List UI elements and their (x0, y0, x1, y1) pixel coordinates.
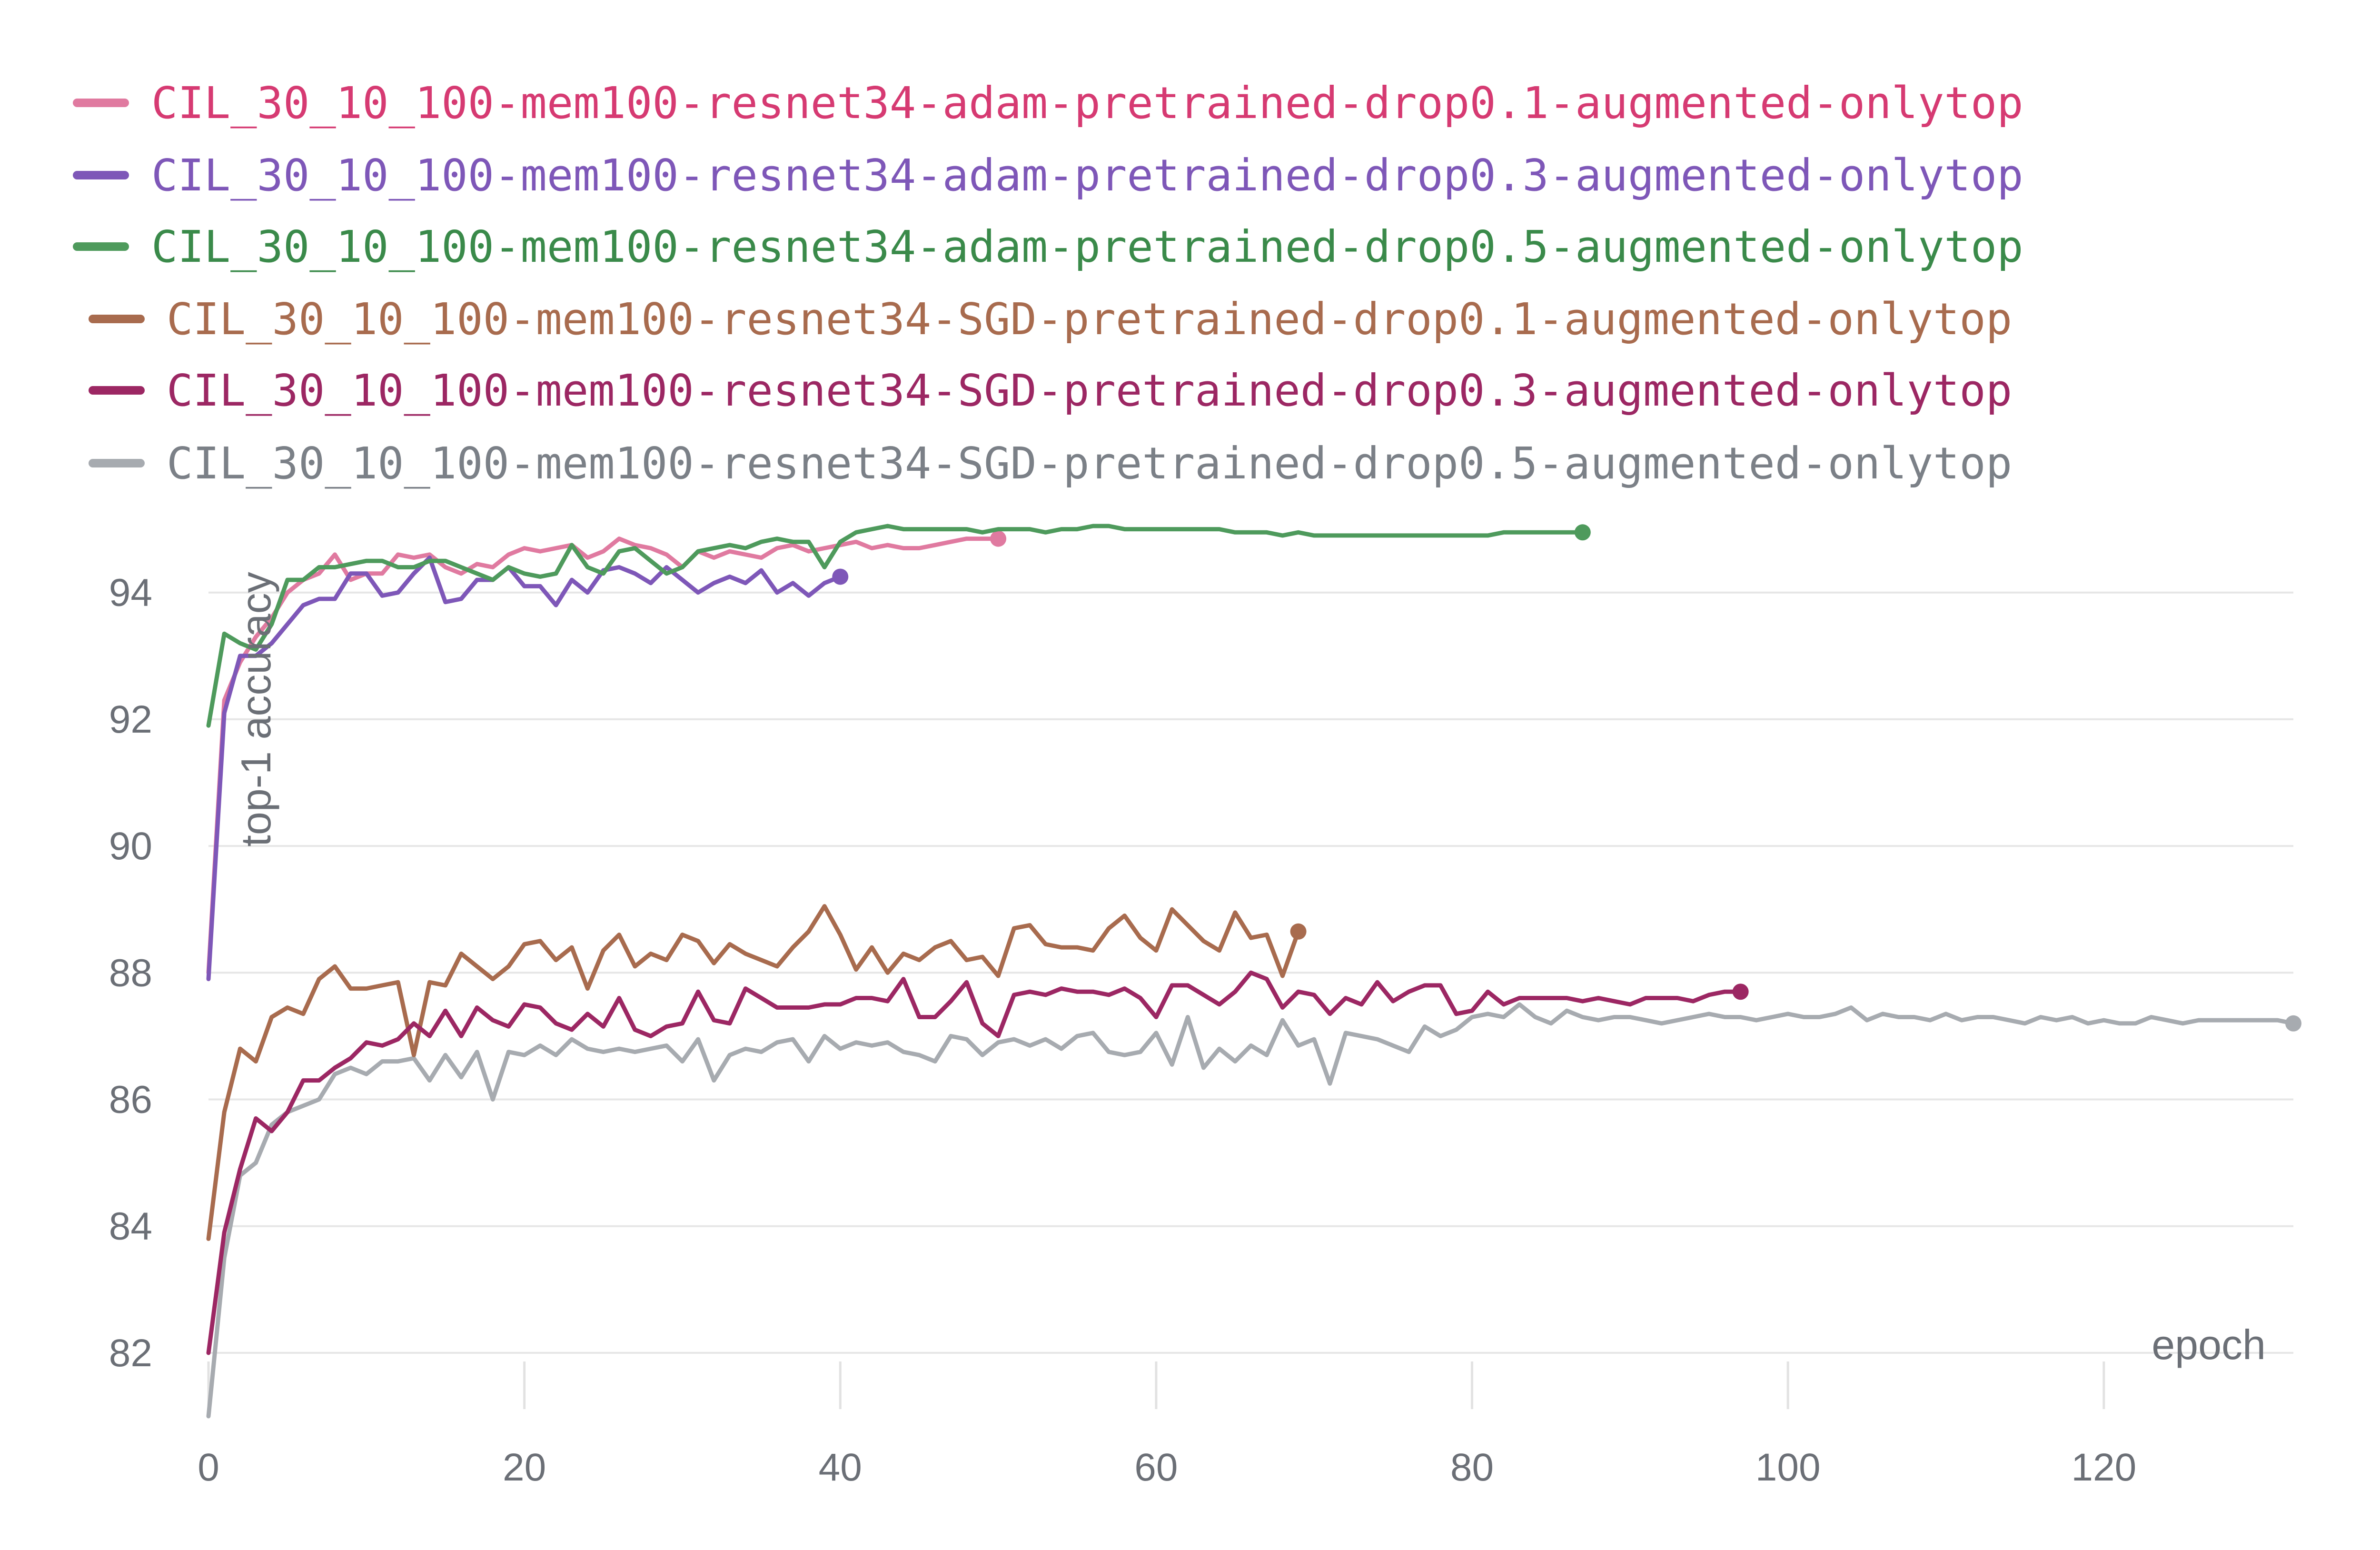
x-tick-label: 120 (2071, 1446, 2136, 1489)
series-end-marker (2285, 1015, 2301, 1032)
series-end-marker (1290, 923, 1307, 940)
series-end-marker (1732, 984, 1749, 1000)
y-tick-label: 92 (109, 698, 152, 741)
series-end-marker (990, 530, 1007, 547)
x-tick-label: 80 (1450, 1446, 1494, 1489)
legend-label: CIL_30_10_100-mem100-resnet34-adam-pretr… (151, 78, 2023, 129)
x-tick-label: 60 (1134, 1446, 1178, 1489)
series-line[interactable] (206, 904, 1300, 1241)
series-line[interactable] (206, 524, 1585, 728)
y-tick-label: 94 (109, 571, 152, 615)
series-6 (206, 1002, 2301, 1419)
y-tick-label: 84 (109, 1205, 152, 1248)
series-end-marker (832, 568, 849, 585)
gridlines (208, 591, 2293, 1354)
legend-item[interactable]: CIL_30_10_100-mem100-resnet34-adam-pretr… (73, 221, 2023, 272)
series-2 (206, 556, 849, 982)
y-tick-label: 86 (109, 1078, 152, 1122)
y-axis-ticks: 82 84 86 88 90 92 94 (109, 571, 152, 1375)
series-5 (206, 970, 1749, 1355)
series-end-marker (1574, 524, 1591, 541)
x-tick-label: 0 (198, 1446, 219, 1489)
legend-label: CIL_30_10_100-mem100-resnet34-adam-pretr… (151, 221, 2023, 272)
legend-item[interactable]: CIL_30_10_100-mem100-resnet34-SGD-pretra… (89, 438, 2012, 489)
legend-item[interactable]: CIL_30_10_100-mem100-resnet34-adam-pretr… (73, 150, 2023, 201)
x-tick-label: 20 (503, 1446, 546, 1489)
series-3 (206, 524, 1591, 728)
series-line[interactable] (206, 1002, 2296, 1419)
x-tick-label: 100 (1755, 1446, 1821, 1489)
series-line[interactable] (206, 537, 1001, 975)
series-1 (206, 530, 1007, 975)
series-line[interactable] (206, 556, 843, 982)
legend-label: CIL_30_10_100-mem100-resnet34-adam-pretr… (151, 150, 2023, 201)
y-tick-label: 90 (109, 825, 152, 868)
y-tick-label: 88 (109, 951, 152, 994)
x-tick-label: 40 (819, 1446, 862, 1489)
legend-item[interactable]: CIL_30_10_100-mem100-resnet34-SGD-pretra… (89, 365, 2012, 416)
legend: CIL_30_10_100-mem100-resnet34-adam-pretr… (73, 78, 2023, 489)
series-4 (206, 904, 1307, 1241)
legend-item[interactable]: CIL_30_10_100-mem100-resnet34-SGD-pretra… (89, 294, 2012, 345)
y-tick-label: 82 (109, 1331, 152, 1375)
series-line[interactable] (206, 970, 1743, 1355)
legend-label: CIL_30_10_100-mem100-resnet34-SGD-pretra… (167, 294, 2012, 345)
series-layer (206, 524, 2301, 1419)
legend-label: CIL_30_10_100-mem100-resnet34-SGD-pretra… (167, 438, 2012, 489)
y-axis-label: top-1 accuracy (232, 572, 279, 846)
legend-item[interactable]: CIL_30_10_100-mem100-resnet34-adam-pretr… (73, 78, 2023, 129)
legend-label: CIL_30_10_100-mem100-resnet34-SGD-pretra… (167, 365, 2012, 416)
x-axis-ticks: 0 20 40 60 80 100 120 (198, 1361, 2136, 1489)
x-axis-label: epoch (2152, 1321, 2266, 1368)
